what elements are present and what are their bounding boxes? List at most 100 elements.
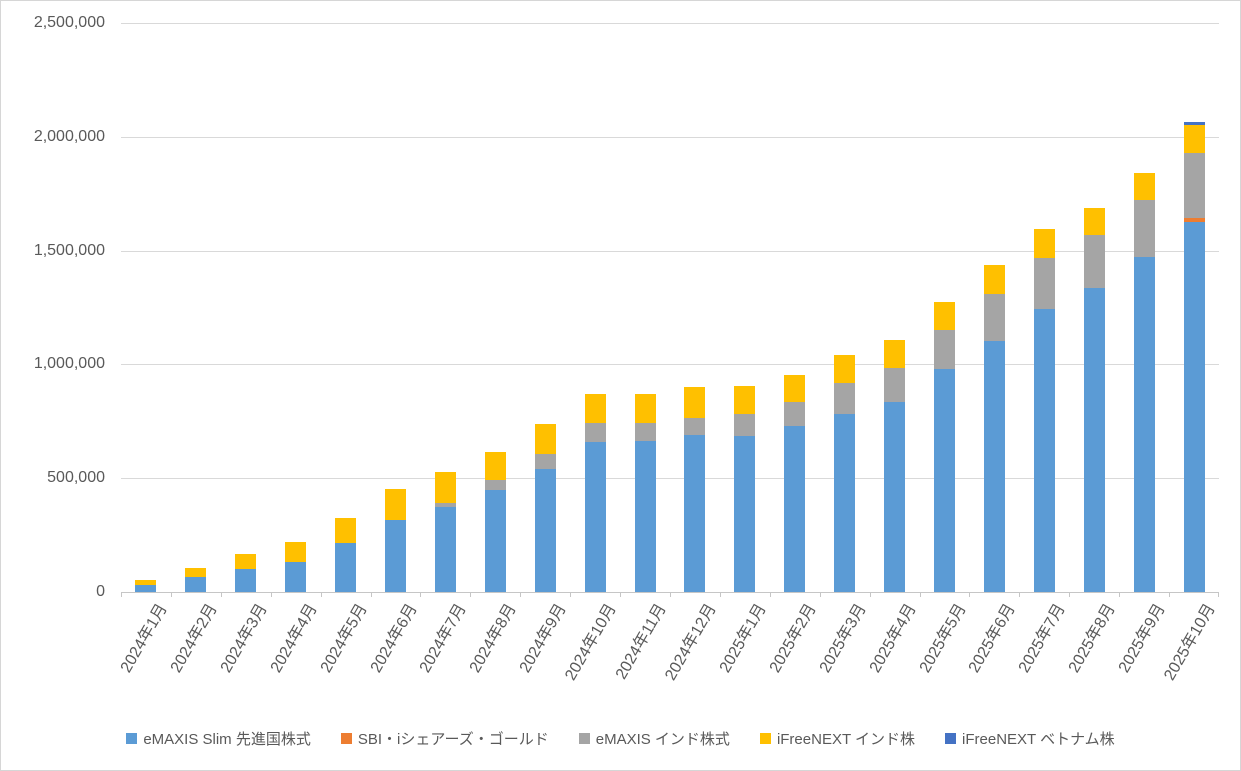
- y-gridline: [121, 250, 1219, 252]
- bar-segment: [584, 422, 606, 442]
- bar-segment: [784, 374, 806, 402]
- bar-segment: [1183, 218, 1205, 222]
- bar-segment: [185, 567, 207, 577]
- legend-item: eMAXIS インド株式: [578, 728, 730, 749]
- x-axis-label: 2024年6月: [367, 601, 421, 676]
- x-axis-tick: [1218, 592, 1219, 597]
- x-axis-tick: [370, 592, 372, 597]
- bar-segment: [335, 518, 357, 543]
- y-axis-label: 0: [96, 583, 105, 600]
- bar-segment: [1183, 221, 1205, 592]
- y-axis-label: 1,000,000: [33, 355, 105, 373]
- legend-marker-icon: [340, 733, 352, 744]
- y-axis-label: 1,500,000: [33, 241, 105, 259]
- x-axis-tick: [869, 592, 871, 597]
- x-axis-label: 2025年9月: [1115, 601, 1169, 676]
- y-axis-label: 500,000: [47, 469, 105, 487]
- x-axis-label: 2024年1月: [117, 601, 171, 676]
- x-axis-label: 2024年2月: [167, 601, 221, 676]
- x-axis-label: 2025年10月: [1161, 601, 1219, 684]
- bar-segment: [983, 340, 1005, 592]
- bar-segment: [884, 340, 906, 369]
- legend-marker-icon: [945, 733, 957, 744]
- x-axis-tick: [320, 592, 322, 597]
- bar-segment: [434, 502, 456, 508]
- bar-segment: [285, 562, 307, 592]
- bar-segment: [734, 385, 756, 414]
- bar-segment: [434, 507, 456, 592]
- bar-segment: [1183, 122, 1205, 125]
- y-gridline: [121, 136, 1219, 138]
- legend-item: iFreeNEXT インド株: [759, 728, 915, 749]
- bar-segment: [734, 435, 756, 592]
- legend-item: SBI・iシェアーズ・ゴールド: [340, 728, 549, 749]
- legend-item: iFreeNEXT ベトナム株: [945, 728, 1115, 749]
- x-axis-tick: [1019, 592, 1021, 597]
- bar-segment: [534, 468, 556, 592]
- x-axis-label: 2024年11月: [612, 601, 670, 683]
- x-axis-tick: [1169, 592, 1171, 597]
- bar-segment: [834, 354, 856, 383]
- x-axis-label: 2024年7月: [417, 601, 471, 676]
- x-axis-tick: [969, 592, 971, 597]
- x-axis-tick: [121, 592, 122, 597]
- x-axis-tick: [170, 592, 172, 597]
- bar-segment: [734, 413, 756, 436]
- bar-segment: [285, 542, 307, 563]
- bar-segment: [834, 382, 856, 414]
- bar-segment: [484, 452, 506, 481]
- bar-segment: [235, 554, 257, 570]
- bar-segment: [484, 480, 506, 491]
- x-axis-tick: [420, 592, 422, 597]
- y-gridline: [121, 478, 1219, 480]
- bar-segment: [1033, 257, 1055, 309]
- bar-segment: [484, 490, 506, 592]
- x-axis-label: 2025年1月: [716, 601, 770, 676]
- x-axis-label: 2024年10月: [562, 601, 620, 684]
- bar-segment: [684, 386, 706, 418]
- bar-segment: [1183, 124, 1205, 154]
- bar-segment: [983, 294, 1005, 341]
- bar-segment: [235, 569, 257, 592]
- bar-segment: [934, 301, 955, 330]
- bar-segment: [634, 394, 656, 423]
- bar-segment: [1133, 172, 1155, 201]
- bar-segment: [135, 585, 157, 592]
- bar-segment: [534, 453, 556, 469]
- bar-segment: [834, 413, 856, 592]
- bar-segment: [884, 401, 906, 592]
- bar-segment: [1033, 308, 1055, 592]
- bar-segment: [934, 369, 955, 592]
- x-axis-tick: [919, 592, 921, 597]
- bar-segment: [684, 435, 706, 592]
- x-axis-tick: [570, 592, 572, 597]
- bar-segment: [1133, 200, 1155, 257]
- bar-segment: [884, 368, 906, 402]
- bar-segment: [634, 441, 656, 592]
- x-axis-tick: [670, 592, 671, 597]
- x-axis-label: 2024年4月: [267, 601, 321, 676]
- legend-marker-icon: [578, 733, 590, 744]
- bar-segment: [185, 576, 207, 592]
- bar-segment: [1033, 228, 1055, 258]
- x-axis-label: 2025年6月: [966, 601, 1020, 676]
- x-axis-tick: [769, 592, 771, 597]
- plot-area: [121, 23, 1219, 597]
- x-axis-tick: [270, 592, 272, 597]
- y-axis-label: 2,000,000: [33, 127, 105, 145]
- chart-legend: eMAXIS Slim 先進国株式 SBI・iシェアーズ・ゴールド eMAXIS イ…: [1, 728, 1240, 749]
- x-axis-tick: [470, 592, 472, 597]
- bar-segment: [983, 264, 1005, 295]
- bar-segment: [784, 426, 806, 592]
- bar-segment: [385, 488, 406, 521]
- y-gridline: [121, 23, 1219, 24]
- x-axis-label: 2025年5月: [916, 601, 970, 676]
- bar-segment: [1183, 153, 1205, 219]
- bar-segment: [934, 329, 955, 370]
- bar-segment: [1083, 288, 1105, 592]
- legend-marker-icon: [126, 733, 138, 744]
- bar-segment: [1083, 235, 1105, 289]
- x-axis-label: 2024年5月: [317, 601, 371, 676]
- x-axis-tick: [220, 592, 222, 597]
- bar-segment: [584, 394, 606, 423]
